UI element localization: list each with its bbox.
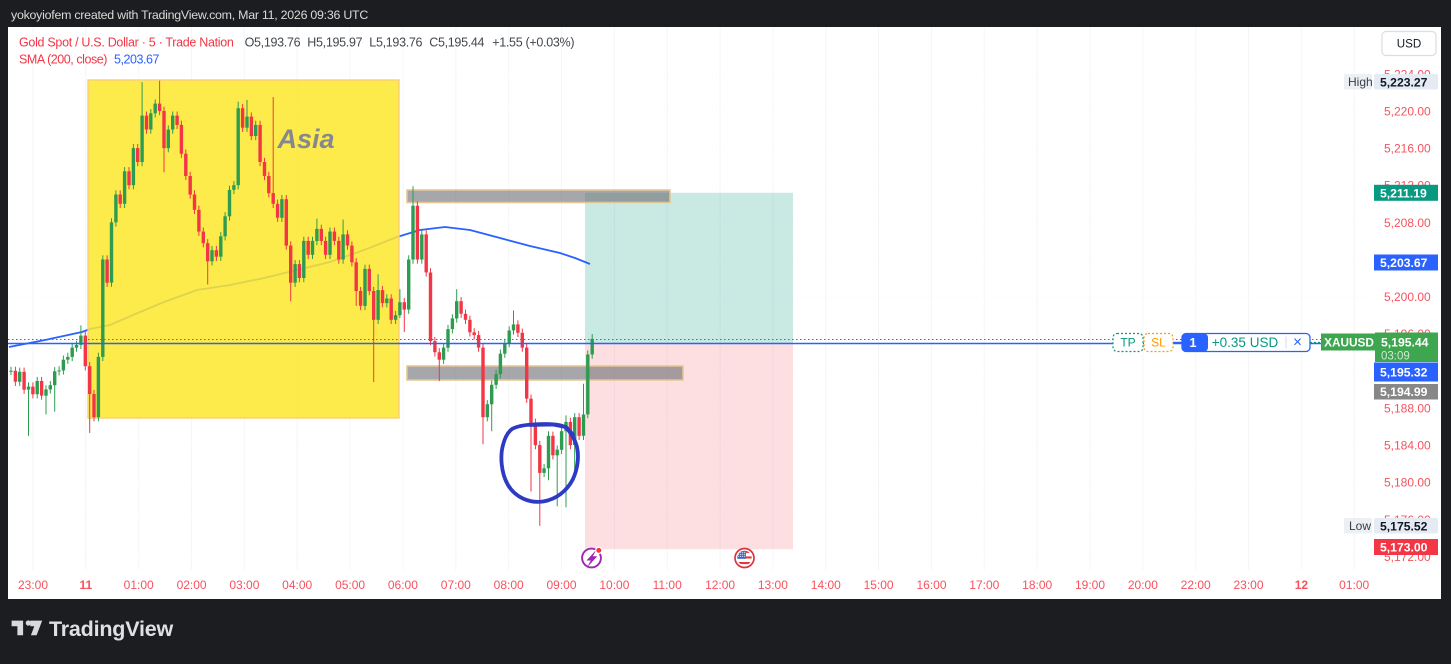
svg-text:5,194.99: 5,194.99 [1380, 385, 1428, 399]
svg-text:5,203.67: 5,203.67 [1380, 256, 1428, 270]
svg-text:20:00: 20:00 [1128, 578, 1158, 592]
svg-text:18:00: 18:00 [1022, 578, 1052, 592]
svg-text:TP: TP [1120, 336, 1135, 350]
svg-text:03:09: 03:09 [1381, 351, 1410, 363]
svg-text:TradingView: TradingView [49, 617, 174, 641]
svg-text:14:00: 14:00 [811, 578, 841, 592]
svg-text:13:00: 13:00 [758, 578, 788, 592]
svg-text:04:00: 04:00 [282, 578, 312, 592]
svg-text:22:00: 22:00 [1181, 578, 1211, 592]
svg-text:5,173.00: 5,173.00 [1380, 541, 1428, 555]
svg-text:yokoyiofem created with Tradin: yokoyiofem created with TradingView.com,… [11, 8, 368, 22]
svg-text:23:00: 23:00 [1233, 578, 1263, 592]
svg-text:5,200.00: 5,200.00 [1384, 290, 1431, 304]
svg-text:5,175.52: 5,175.52 [1380, 520, 1428, 534]
svg-text:Asia: Asia [276, 124, 334, 154]
svg-text:+0.35 USD: +0.35 USD [1212, 335, 1279, 350]
svg-text:5,195.32: 5,195.32 [1380, 366, 1428, 380]
svg-text:09:00: 09:00 [546, 578, 576, 592]
svg-text:5,216.00: 5,216.00 [1384, 142, 1431, 156]
svg-text:10:00: 10:00 [599, 578, 629, 592]
svg-text:01:00: 01:00 [1339, 578, 1369, 592]
svg-text:02:00: 02:00 [177, 578, 207, 592]
svg-text:06:00: 06:00 [388, 578, 418, 592]
svg-text:17:00: 17:00 [969, 578, 999, 592]
svg-text:15:00: 15:00 [864, 578, 894, 592]
svg-text:High: High [1348, 75, 1373, 89]
svg-text:USD: USD [1397, 38, 1421, 51]
svg-text:11: 11 [79, 578, 92, 592]
svg-text:11:00: 11:00 [653, 578, 682, 592]
svg-text:12:00: 12:00 [705, 578, 735, 592]
svg-text:Gold Spot / U.S. Dollar · 5 ·: Gold Spot / U.S. Dollar · 5 · Trade Nati… [19, 36, 574, 50]
svg-text:5,211.19: 5,211.19 [1380, 186, 1427, 200]
svg-text:12: 12 [1295, 578, 1309, 592]
svg-text:SL: SL [1151, 336, 1166, 350]
svg-text:1: 1 [1190, 336, 1197, 350]
svg-text:19:00: 19:00 [1075, 578, 1105, 592]
svg-text:07:00: 07:00 [441, 578, 471, 592]
svg-text:5,180.00: 5,180.00 [1384, 476, 1431, 490]
svg-text:XAUUSD: XAUUSD [1324, 336, 1374, 350]
svg-text:5,220.00: 5,220.00 [1384, 105, 1431, 119]
svg-text:08:00: 08:00 [494, 578, 524, 592]
svg-text:5,184.00: 5,184.00 [1384, 439, 1431, 453]
svg-text:5,223.27: 5,223.27 [1380, 76, 1428, 90]
svg-text:01:00: 01:00 [124, 578, 154, 592]
svg-text:Low: Low [1349, 519, 1371, 533]
svg-text:05:00: 05:00 [335, 578, 365, 592]
svg-text:5,195.44: 5,195.44 [1381, 336, 1429, 350]
svg-text:16:00: 16:00 [916, 578, 946, 592]
svg-text:SMA (200, close)5,203.67: SMA (200, close) 5,203.67 [19, 53, 160, 67]
svg-text:×: × [1293, 334, 1302, 351]
svg-text:5,188.00: 5,188.00 [1384, 402, 1431, 416]
svg-text:23:00: 23:00 [18, 578, 48, 592]
svg-text:03:00: 03:00 [229, 578, 259, 592]
svg-text:5,208.00: 5,208.00 [1384, 216, 1431, 230]
